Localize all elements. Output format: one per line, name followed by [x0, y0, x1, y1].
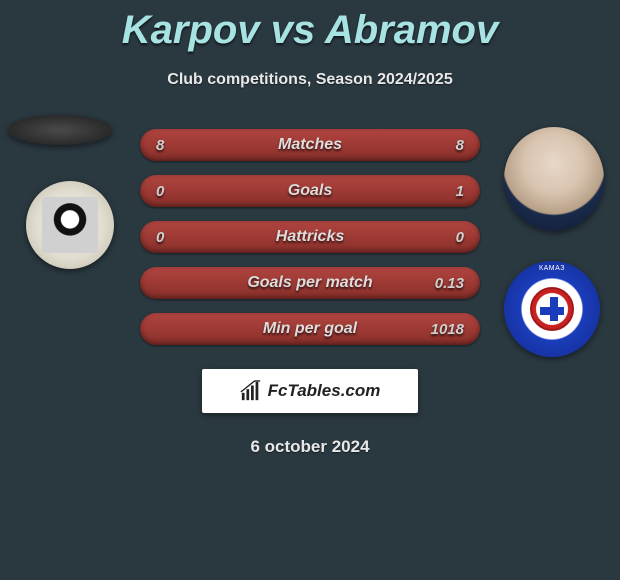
club-right-badge: КАМАЗ — [504, 261, 600, 357]
watermark-text: FcTables.com — [268, 381, 381, 401]
club-left-badge — [26, 181, 114, 269]
stat-label: Goals per match — [247, 274, 372, 292]
club-right-label: КАМАЗ — [539, 265, 565, 272]
stat-row: Min per goal 1018 — [140, 313, 480, 345]
stat-right-value: 1018 — [431, 321, 464, 338]
page-title: Karpov vs Abramov — [0, 0, 620, 53]
stat-row: 0 Goals 1 — [140, 175, 480, 207]
player-right-avatar — [504, 127, 604, 231]
stat-left-value: 8 — [156, 137, 164, 154]
player-left-avatar — [8, 115, 112, 145]
stat-bars: 8 Matches 8 0 Goals 1 0 Hattricks 0 Goal… — [140, 129, 480, 345]
stat-label: Matches — [278, 136, 342, 154]
stat-label: Hattricks — [276, 228, 344, 246]
watermark-badge: FcTables.com — [202, 369, 418, 413]
stat-right-value: 0 — [456, 229, 464, 246]
season-subtitle: Club competitions, Season 2024/2025 — [0, 71, 620, 89]
club-left-badge-inner — [42, 197, 98, 253]
stat-row: Goals per match 0.13 — [140, 267, 480, 299]
chart-icon — [240, 380, 262, 402]
stat-right-value: 1 — [456, 183, 464, 200]
stat-row: 0 Hattricks 0 — [140, 221, 480, 253]
date-label: 6 october 2024 — [0, 437, 620, 457]
stat-right-value: 8 — [456, 137, 464, 154]
club-right-badge-inner — [530, 287, 574, 331]
stat-label: Min per goal — [263, 320, 357, 338]
stat-right-value: 0.13 — [435, 275, 464, 292]
stat-row: 8 Matches 8 — [140, 129, 480, 161]
comparison-panel: КАМАЗ 8 Matches 8 0 Goals 1 0 Hattricks … — [0, 129, 620, 457]
stat-left-value: 0 — [156, 183, 164, 200]
stat-label: Goals — [288, 182, 332, 200]
stat-left-value: 0 — [156, 229, 164, 246]
